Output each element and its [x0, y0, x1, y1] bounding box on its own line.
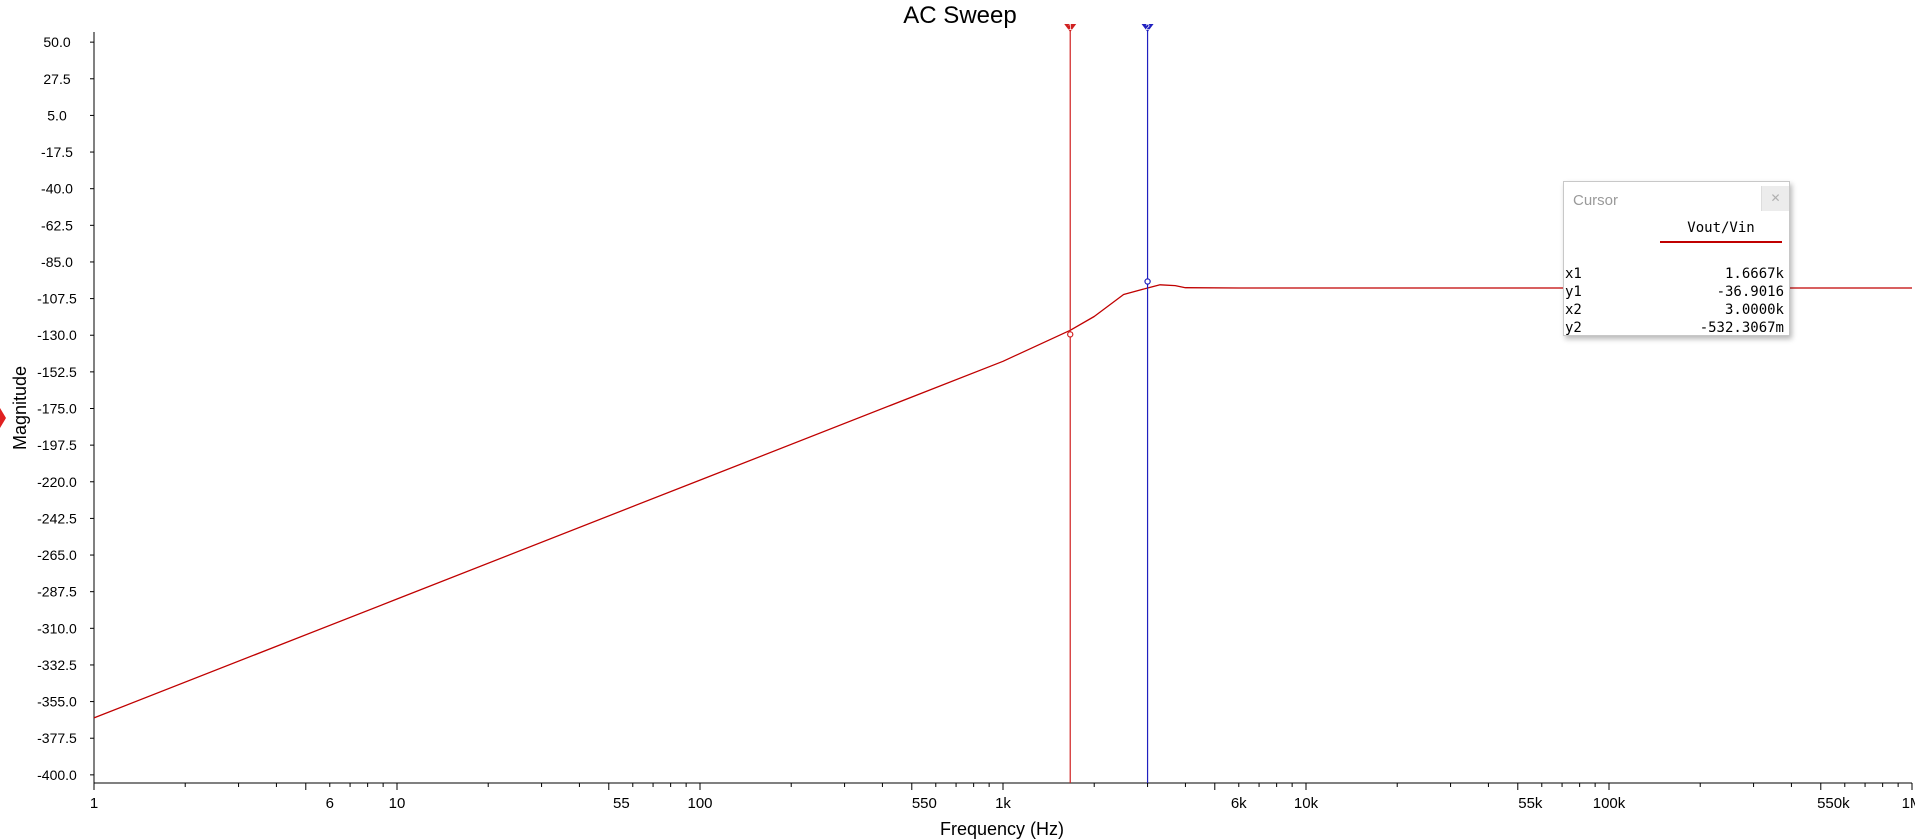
cursor-2-marker[interactable] — [1144, 278, 1151, 285]
cursor-series-color-line — [1660, 241, 1782, 243]
y-tick-label: -40.0 — [41, 181, 73, 197]
cursor-key: x1 — [1565, 266, 1582, 282]
x-tick-label: 6 — [326, 795, 334, 812]
x-tick-label: 10 — [389, 795, 406, 812]
cursor-row-y2: y2 -532.3067m — [1564, 319, 1784, 337]
cursor-1-marker[interactable] — [1067, 331, 1074, 338]
x-tick-label: 100k — [1593, 795, 1626, 812]
y-tick-label: -17.5 — [41, 144, 73, 160]
y-tick-label: -175.0 — [37, 401, 77, 417]
x-tick-label: 550k — [1817, 795, 1850, 812]
cursor-key: y2 — [1565, 320, 1582, 336]
y-tick-label: -107.5 — [37, 291, 77, 307]
cursor-value: -36.9016 — [1716, 284, 1784, 300]
x-tick-label: 1M — [1902, 795, 1915, 812]
y-tick-label: -152.5 — [37, 364, 77, 380]
axes — [93, 32, 1912, 784]
x-tick-label: 100 — [687, 795, 712, 812]
chart-title: AC Sweep — [903, 2, 1016, 29]
x-tick-label: 1k — [995, 795, 1011, 812]
x-tick-label: 55k — [1518, 795, 1543, 812]
y-tick-label: 27.5 — [43, 71, 70, 87]
y-tick-label: -400.0 — [37, 767, 77, 783]
cursor-series-label: Vout/Vin — [1687, 220, 1755, 236]
y-tick-label: -220.0 — [37, 474, 77, 490]
cursor-value: -532.3067m — [1699, 320, 1784, 336]
cursor-row-x1: x1 1.6667k — [1564, 265, 1784, 283]
cursor-key: y1 — [1565, 284, 1582, 300]
y-tick-label: -197.5 — [37, 437, 77, 453]
cursor-row-y1: y1 -36.9016 — [1564, 283, 1784, 301]
y-axis-label: Magnitude — [10, 366, 30, 450]
cursor-row-x2: x2 3.0000k — [1564, 301, 1784, 319]
cursor-values-table: x1 1.6667k y1 -36.9016 x2 3.0000k y2 -53… — [1564, 265, 1784, 337]
y-tick-label: -265.0 — [37, 547, 77, 563]
cursor-panel[interactable]: Cursor ✕ Vout/Vin x1 1.6667k y1 -36.9016… — [1563, 181, 1790, 336]
cursor-value: 1.6667k — [1724, 266, 1784, 282]
cursor-panel-title: Cursor — [1573, 192, 1619, 209]
y-tick-label: -310.0 — [37, 620, 77, 636]
y-tick-label: -332.5 — [37, 657, 77, 673]
y-tick-label: -85.0 — [41, 254, 73, 270]
x-axis-label: Frequency (Hz) — [940, 819, 1064, 839]
cursor-1-handle-icon[interactable] — [1064, 24, 1077, 32]
cursor-1-number: 1 — [1068, 23, 1073, 32]
y-tick-label: -287.5 — [37, 584, 77, 600]
series-line-vout-vin — [93, 284, 1912, 719]
series-layer — [93, 284, 1912, 719]
y-tick-label: -242.5 — [37, 510, 77, 526]
cursor-2-handle-icon[interactable] — [1141, 24, 1154, 32]
y-tick-label: -377.5 — [37, 730, 77, 746]
x-tick-label: 1 — [90, 795, 98, 812]
cursor-2-number: 2 — [1145, 23, 1150, 32]
y-tick-label: -355.0 — [37, 694, 77, 710]
cursor-value: 3.0000k — [1724, 302, 1784, 318]
x-tick-label: 55 — [613, 795, 630, 812]
x-ticks: 1 6 10 55 100 550 1k 6k 10k 55k 100k 550k 1M — [90, 783, 1915, 812]
y-ticks: 50.0 27.5 5.0 -17.5 -40.0 -62.5 -85.0 -107.5 -13… — [37, 34, 94, 783]
axis-selector-marker-icon[interactable] — [0, 408, 6, 428]
y-tick-label: 50.0 — [43, 34, 70, 50]
x-tick-label: 6k — [1231, 795, 1247, 812]
y-tick-label: 5.0 — [47, 107, 67, 123]
y-tick-label: -130.0 — [37, 327, 77, 343]
x-tick-label: 550 — [912, 795, 937, 812]
cursor-key: x2 — [1565, 302, 1582, 318]
x-tick-label: 10k — [1294, 795, 1319, 812]
y-tick-label: -62.5 — [41, 217, 73, 233]
close-icon[interactable]: ✕ — [1761, 186, 1789, 211]
